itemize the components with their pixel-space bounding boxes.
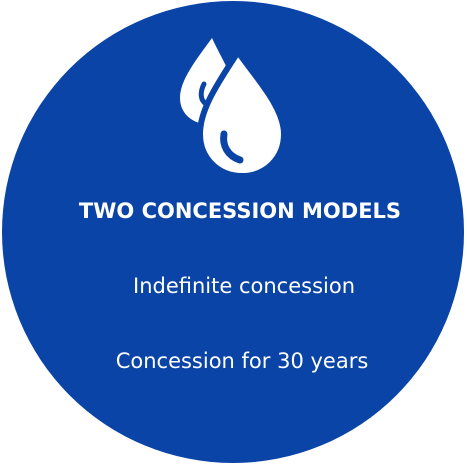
item: Concession for 30 years: [116, 349, 369, 373]
water-drops-icon: [180, 38, 288, 180]
title: TWO CONCESSION MODELS: [79, 199, 401, 223]
item: Indefinite concession: [133, 274, 355, 298]
